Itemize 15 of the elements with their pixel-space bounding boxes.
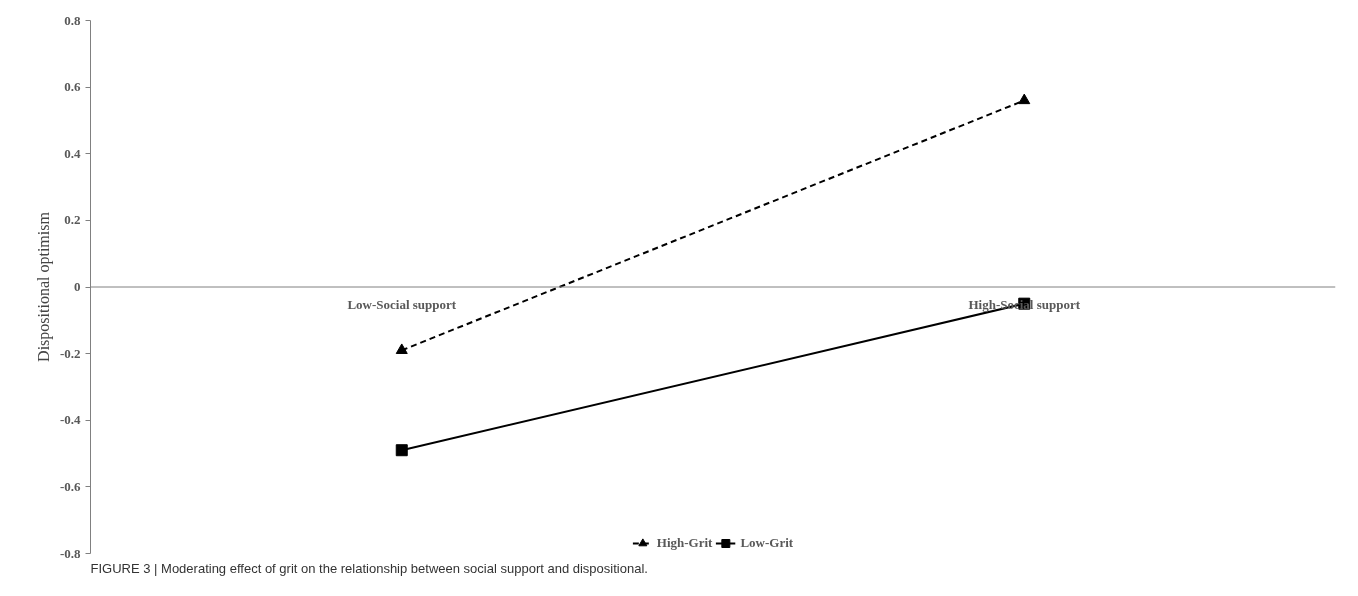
x-tick-label: Low-Social support [347,297,457,312]
point [395,444,408,457]
y-tick-label: 0.2 [64,212,81,228]
legend-label: Low-Grit [740,535,794,551]
caption: FIGURE 3 | Moderating effect of grit on the relationship between social support and dispositional. [90,560,648,576]
legend-label: High-Grit [656,535,713,551]
y-tick-label: 0.8 [64,12,81,28]
y-axis-title: Dispositional optimism [34,211,53,362]
y-tick-label: 0 [74,279,81,294]
y-tick-label: 0.4 [64,145,81,161]
y-tick-label: -0.4 [59,412,81,428]
y-tick-label: -0.6 [59,478,81,494]
y-tick-label: -0.8 [59,545,81,561]
y-tick-label: 0.6 [64,79,81,95]
y-tick-label: -0.2 [59,345,81,361]
